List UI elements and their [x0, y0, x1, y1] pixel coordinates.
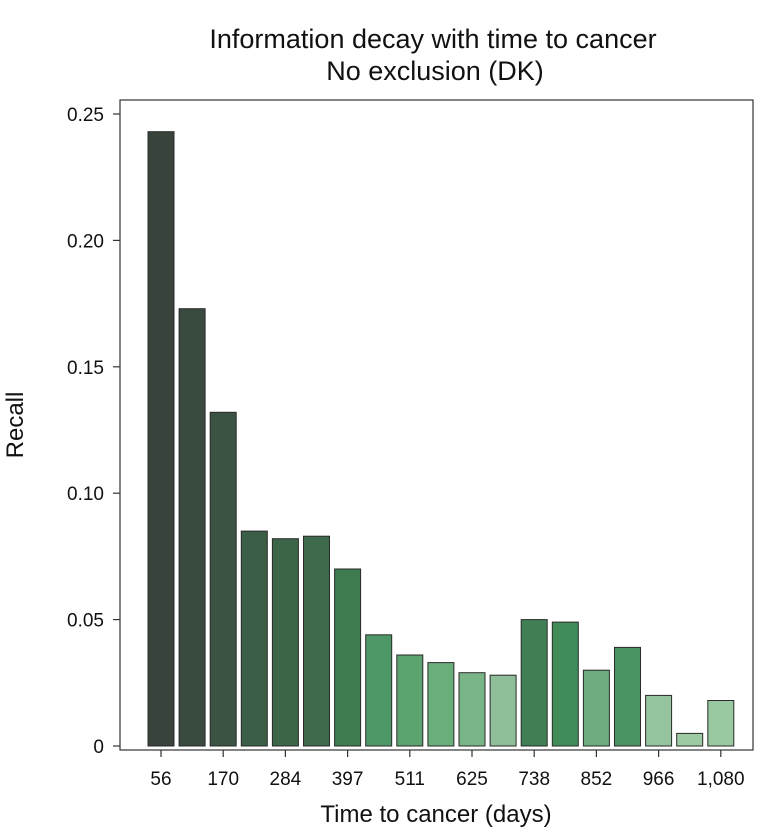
x-tick-label: 738	[518, 769, 550, 790]
y-tick-label: 0.15	[67, 358, 104, 379]
bar-16	[614, 646, 641, 747]
x-tick-label: 966	[643, 769, 675, 790]
x-axis-label: Time to cancer (days)	[320, 801, 551, 828]
plot-frame	[119, 99, 754, 751]
bar-4	[240, 530, 268, 747]
x-tick-label: 170	[207, 769, 239, 790]
bar-7	[334, 568, 362, 747]
x-tick-label: 284	[270, 769, 302, 790]
bar-9	[396, 654, 424, 747]
y-axis: 0 0.05 0.10 0.15 0.20 0.25	[67, 105, 120, 758]
bar-12	[489, 674, 517, 747]
bar-19	[707, 700, 735, 747]
x-tick-label: 397	[332, 769, 364, 790]
bar-17	[645, 694, 673, 747]
y-tick-label: 0	[93, 737, 104, 758]
y-tick-label: 0.25	[67, 105, 104, 126]
bar-18	[676, 732, 704, 747]
bar-3	[209, 411, 237, 747]
bar-10	[427, 662, 455, 747]
bar-8	[365, 634, 393, 747]
y-tick-label: 0.05	[67, 611, 104, 632]
bar-6	[303, 535, 330, 747]
y-tick-label: 0.10	[67, 484, 104, 505]
x-tick-label: 852	[581, 769, 613, 790]
chart-title: Information decay with time to cancer	[209, 24, 656, 54]
bar-13	[520, 619, 548, 747]
bar-2	[178, 308, 206, 747]
bar-1	[147, 131, 175, 747]
y-tick-label: 0.20	[67, 231, 104, 252]
bars-group	[147, 131, 735, 747]
x-tick-label: 1,080	[697, 769, 745, 790]
y-axis-label: Recall	[2, 392, 29, 459]
bar-5	[271, 538, 299, 747]
bar-11	[458, 672, 486, 747]
x-tick-label: 511	[395, 769, 425, 790]
x-axis: 56 170 284 397 511 625 738 852 966 1,080	[150, 750, 745, 790]
chart-subtitle: No exclusion (DK)	[326, 56, 544, 86]
x-tick-label: 56	[150, 769, 171, 790]
bar-15	[582, 669, 610, 747]
x-tick-label: 625	[456, 769, 488, 790]
bar-14	[551, 621, 579, 747]
